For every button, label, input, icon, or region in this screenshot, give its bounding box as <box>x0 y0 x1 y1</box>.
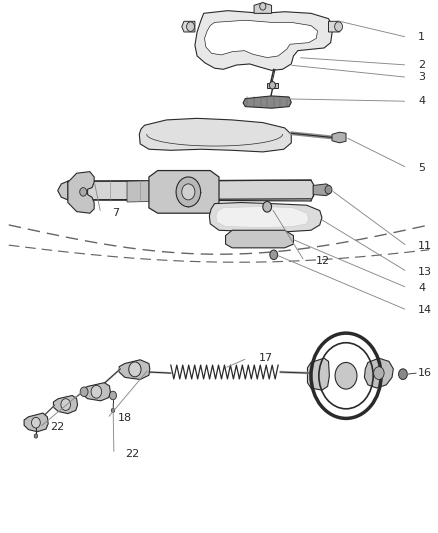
Text: 22: 22 <box>50 423 65 432</box>
Polygon shape <box>267 83 278 88</box>
Polygon shape <box>209 203 322 232</box>
Polygon shape <box>58 180 313 201</box>
Circle shape <box>182 184 195 200</box>
Polygon shape <box>332 132 346 143</box>
Text: 17: 17 <box>258 353 272 363</box>
Circle shape <box>110 391 117 400</box>
Circle shape <box>80 387 88 397</box>
Polygon shape <box>149 171 219 213</box>
Circle shape <box>260 3 266 10</box>
Text: 3: 3 <box>418 72 425 82</box>
Text: 11: 11 <box>418 241 432 251</box>
Circle shape <box>61 399 71 410</box>
Text: 14: 14 <box>418 305 432 315</box>
Circle shape <box>325 185 332 194</box>
Circle shape <box>111 408 115 413</box>
Text: 4: 4 <box>418 283 425 293</box>
Circle shape <box>91 385 102 398</box>
Polygon shape <box>139 118 291 152</box>
Text: 13: 13 <box>418 267 432 277</box>
Polygon shape <box>24 413 48 432</box>
Text: 5: 5 <box>418 163 425 173</box>
Polygon shape <box>205 20 318 58</box>
Polygon shape <box>127 180 184 202</box>
Text: 18: 18 <box>118 414 132 423</box>
Polygon shape <box>226 230 293 248</box>
Circle shape <box>374 367 384 379</box>
Text: 16: 16 <box>418 368 432 378</box>
Circle shape <box>399 369 407 379</box>
Circle shape <box>32 417 40 428</box>
Text: 2: 2 <box>418 60 425 70</box>
Circle shape <box>335 22 343 31</box>
Polygon shape <box>243 96 291 108</box>
Circle shape <box>80 188 87 196</box>
Polygon shape <box>254 3 272 13</box>
Circle shape <box>270 250 278 260</box>
Circle shape <box>263 201 272 212</box>
Circle shape <box>129 362 141 377</box>
Polygon shape <box>216 206 309 228</box>
Text: 7: 7 <box>112 208 119 218</box>
Polygon shape <box>307 358 329 390</box>
Polygon shape <box>68 172 94 213</box>
Circle shape <box>34 434 38 438</box>
Circle shape <box>187 22 194 31</box>
Circle shape <box>176 177 201 207</box>
Polygon shape <box>313 184 331 196</box>
Polygon shape <box>328 21 342 32</box>
Text: 12: 12 <box>315 256 329 266</box>
Text: 4: 4 <box>418 96 425 106</box>
Text: 22: 22 <box>125 449 139 459</box>
Text: 1: 1 <box>418 33 425 42</box>
Polygon shape <box>182 21 195 32</box>
Circle shape <box>269 82 276 89</box>
Polygon shape <box>195 11 333 70</box>
Polygon shape <box>82 383 110 401</box>
Polygon shape <box>58 181 68 200</box>
Circle shape <box>335 362 357 389</box>
Polygon shape <box>119 360 150 379</box>
Polygon shape <box>53 395 78 414</box>
Polygon shape <box>364 358 393 388</box>
